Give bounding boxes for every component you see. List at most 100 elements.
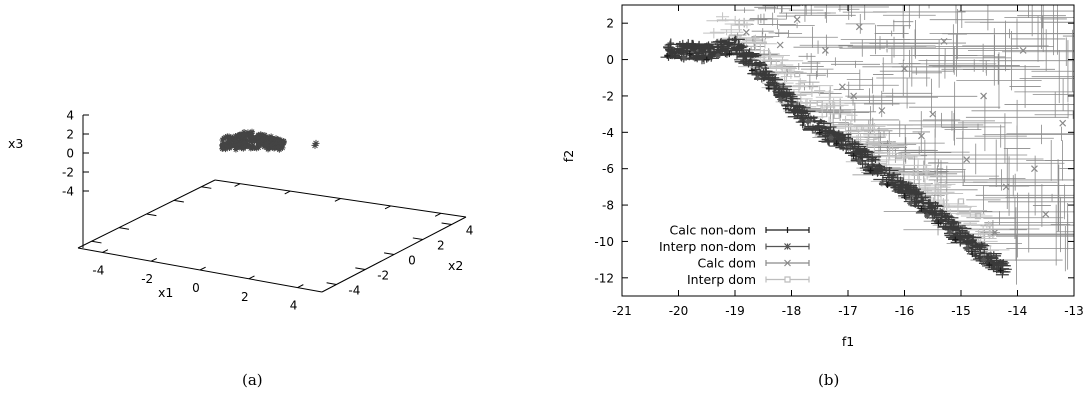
calc-dom-errorbar: [966, 186, 1001, 214]
series-point: [855, 23, 863, 31]
series-point: [867, 167, 874, 174]
series-point: [805, 118, 812, 125]
calc-dom-errorbar: [911, 59, 942, 87]
series-point: [1019, 47, 1027, 54]
series-interp-non-dom: [681, 52, 987, 263]
calc-dom-errorbar: [839, 5, 841, 12]
calc-dom-errorbar: [745, 5, 747, 6]
calc-non-dom-errorbar: [897, 176, 904, 186]
interp-dom-errorbar: [767, 64, 798, 73]
tick-layer: -21 -20 -19 -18 -17 -16 -15 -14 -13-12-10-8-6-4-…: [594, 5, 1084, 318]
calc-non-dom-errorbar: [665, 48, 681, 53]
data-point: [279, 141, 286, 148]
calc-non-dom-errorbar: [922, 201, 934, 207]
calc-non-dom-errorbar: [781, 101, 795, 109]
x-tick-label: -15: [951, 304, 971, 318]
interp-dom-errorbar: [808, 98, 852, 103]
calc-dom-errorbar: [947, 8, 967, 60]
x2-tick-label: 4: [466, 224, 474, 238]
series-point: [997, 267, 1004, 274]
calc-dom-errorbar: [813, 0, 850, 2]
interp-dom-errorbar: [820, 101, 849, 109]
x1-back-tick-mark: [334, 198, 341, 202]
calc-dom-errorbar: [975, 159, 1074, 232]
calc-non-dom-errorbar: [904, 196, 919, 202]
calc-dom-errorbar: [805, 5, 807, 8]
x-tick-label: -20: [669, 304, 689, 318]
data-point: [233, 144, 240, 151]
series-point: [686, 51, 693, 58]
x-tick-label: -18: [782, 304, 802, 318]
calc-non-dom-errorbar: [973, 254, 980, 258]
y-axis-label: x2: [448, 258, 463, 273]
calc-dom-errorbar: [846, 77, 899, 94]
series-point: [1042, 210, 1050, 218]
legend-label: Interp non-dom: [659, 239, 756, 254]
calc-dom-errorbar: [966, 196, 1064, 240]
series-point: [748, 67, 755, 74]
calc-non-dom-errorbar: [721, 52, 733, 58]
calc-non-dom-errorbar: [767, 76, 782, 83]
calc-dom-errorbar: [1062, 35, 1074, 37]
calc-non-dom-errorbar: [862, 153, 882, 161]
data-point: [312, 139, 320, 147]
calc-dom-errorbar: [1056, 214, 1074, 250]
x-axis-label-f1: f1: [842, 334, 854, 349]
interp-dom-errorbar: [703, 27, 725, 39]
calc-non-dom-errorbar: [731, 46, 745, 51]
calc-dom-errorbar: [1059, 167, 1074, 169]
z-tick-label: -2: [62, 166, 74, 180]
calc-dom-errorbar: [908, 110, 996, 131]
series-calc-non-dom: [660, 35, 1012, 279]
panel-b-scatter: -21 -20 -19 -18 -17 -16 -15 -14 -13-12-10-8-6-4-…: [561, 0, 1084, 389]
calc-dom-errorbar: [987, 204, 1074, 266]
calc-dom-errorbar: [869, 47, 914, 64]
interp-dom-errorbar: [783, 66, 796, 74]
calc-dom-errorbar: [928, 59, 1020, 72]
calc-dom-errorbar: [839, 39, 886, 57]
calc-dom-errorbar: [958, 5, 1074, 37]
calc-dom-errorbar: [846, 69, 873, 90]
legend-marker: [784, 243, 791, 250]
data-point: [238, 133, 245, 140]
calc-dom-errorbar: [779, 22, 815, 29]
series-point: [1002, 183, 1010, 191]
calc-non-dom-errorbar: [861, 160, 869, 168]
series-point: [799, 122, 806, 129]
calc-dom-errorbar: [779, 5, 831, 22]
calc-dom-errorbar: [862, 47, 962, 87]
calc-dom-errorbar: [944, 120, 982, 139]
calc-non-dom-errorbar: [740, 59, 759, 62]
data-point: [243, 132, 250, 139]
calc-non-dom-errorbar: [748, 70, 766, 77]
data-point: [226, 144, 233, 151]
series-point: [907, 200, 914, 207]
calc-dom-errorbar: [786, 26, 838, 48]
calc-non-dom-errorbar: [796, 117, 815, 120]
calc-non-dom-errorbar: [689, 45, 701, 50]
calc-non-dom-errorbar: [937, 224, 954, 231]
calc-non-dom-errorbar: [663, 44, 675, 50]
calc-non-dom-errorbar: [906, 192, 924, 198]
data-point: [268, 142, 275, 149]
calc-dom-errorbar: [888, 24, 1019, 73]
legend-marker: [784, 259, 791, 267]
calc-dom-errorbar: [962, 155, 1074, 216]
calc-non-dom-errorbar: [963, 234, 970, 239]
series-point: [901, 65, 908, 73]
legend-label: Calc dom: [698, 256, 756, 271]
series-point: [980, 256, 987, 263]
legend-label: Calc non-dom: [670, 223, 756, 238]
calc-dom-errorbar: [876, 120, 923, 137]
x2-tick-mark: [412, 237, 423, 240]
calc-non-dom-errorbar: [760, 72, 769, 82]
calc-dom-errorbar: [1006, 126, 1074, 142]
data-point: [251, 145, 258, 152]
calc-dom-errorbar: [1032, 184, 1051, 227]
series-point: [856, 158, 863, 165]
calc-dom-errorbar: [989, 148, 1026, 209]
calc-dom-errorbar: [918, 46, 991, 75]
data-point: [241, 138, 248, 145]
calc-dom-errorbar: [751, 28, 774, 35]
interp-dom-errorbar: [980, 223, 994, 229]
